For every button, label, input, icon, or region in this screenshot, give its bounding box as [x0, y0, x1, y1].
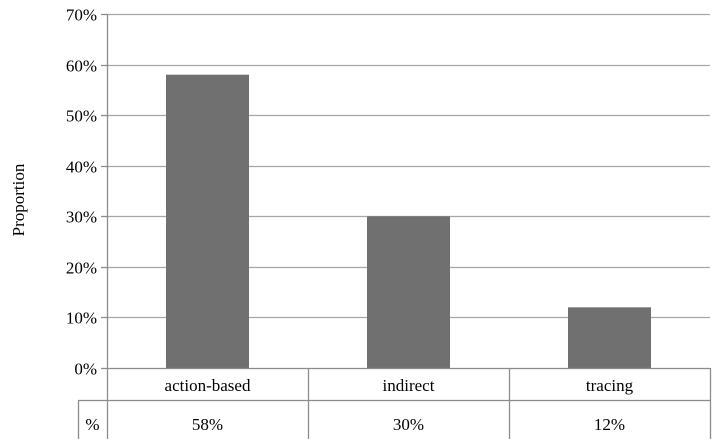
- y-tick-label: 30%: [66, 208, 97, 227]
- table-value-cell: 30%: [393, 415, 424, 434]
- y-tick-label: 0%: [74, 360, 97, 379]
- bar: [367, 216, 450, 368]
- y-tick-label: 10%: [66, 309, 97, 328]
- bar: [166, 74, 249, 368]
- y-tick-label: 40%: [66, 158, 97, 177]
- axes: [101, 13, 710, 439]
- table-value-cell: 12%: [594, 415, 625, 434]
- x-category-label: tracing: [586, 376, 634, 395]
- y-tick-label: 20%: [66, 259, 97, 278]
- y-tick-label: 60%: [66, 57, 97, 76]
- table-value-cell: 58%: [192, 415, 223, 434]
- table-row-header: %: [85, 415, 99, 434]
- x-category-label: action-based: [165, 376, 251, 395]
- bars: [166, 74, 651, 368]
- data-table: % 58% 30% 12%: [77, 368, 712, 439]
- bar: [568, 307, 651, 368]
- y-tick-label: 50%: [66, 107, 97, 126]
- y-axis-title: Proportion: [9, 163, 28, 236]
- y-tick-label: 70%: [66, 6, 97, 25]
- labels: 0% 10% 20% 30% 40% 50% 60% 70% action-based indir…: [66, 6, 634, 396]
- x-category-label: indirect: [383, 376, 435, 395]
